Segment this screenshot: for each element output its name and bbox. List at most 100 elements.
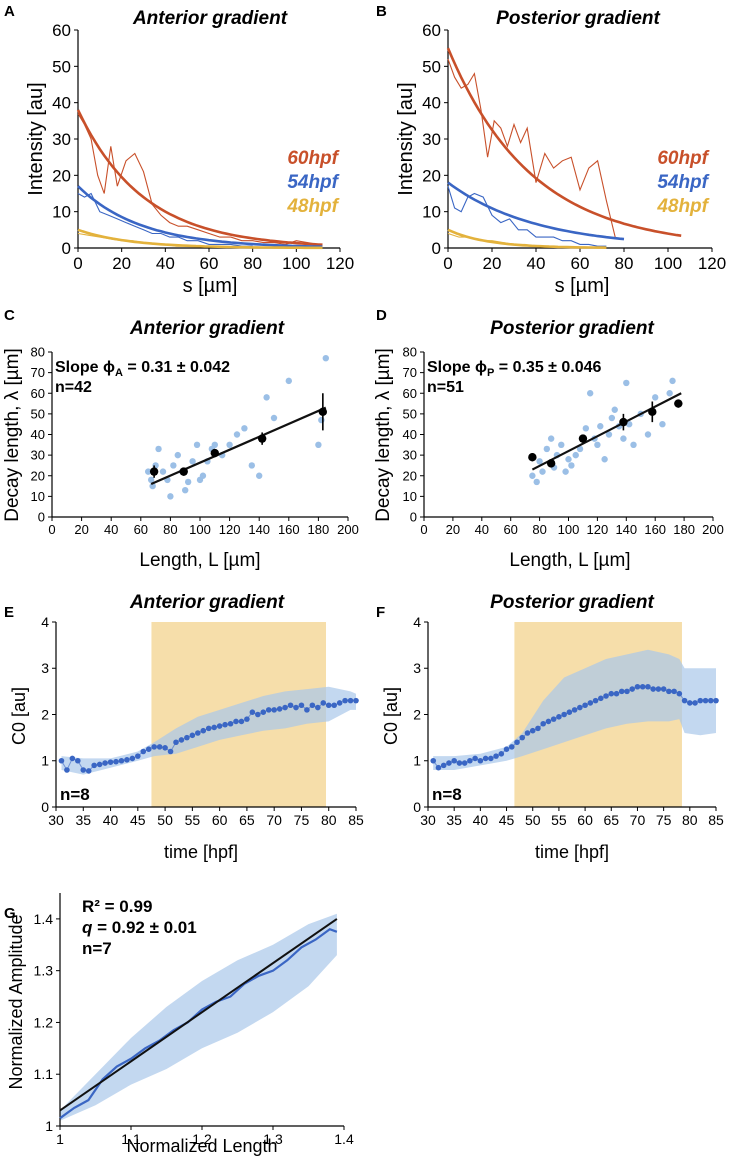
chart-f-point bbox=[493, 753, 499, 759]
chart-d-point bbox=[630, 441, 637, 449]
chart-f-point bbox=[435, 764, 442, 771]
chart-f-point bbox=[535, 725, 541, 732]
chart-e-point bbox=[80, 767, 87, 773]
chart-e-point bbox=[211, 724, 217, 731]
chart-f-point bbox=[566, 709, 573, 715]
chart-a-y-axis-label: Intensity [au] bbox=[25, 82, 47, 195]
chart-g-y-tick-label: 1.2 bbox=[34, 1014, 54, 1030]
chart-d-point bbox=[529, 472, 536, 479]
chart-e-y-tick-label: 1 bbox=[41, 753, 49, 769]
chart-e-point bbox=[167, 748, 174, 755]
chart-a-legend-54hpf: 54hpf bbox=[287, 172, 339, 193]
chart-e-point bbox=[135, 753, 141, 759]
chart-g-n-label: n=7 bbox=[82, 939, 112, 958]
chart-c: 0 20 40 60 80 100 120 140 160 180 200 0 10 20 30 40 50 60… bbox=[2, 318, 359, 571]
chart-c-point bbox=[233, 431, 241, 438]
chart-d-title: Posterior gradient bbox=[490, 318, 654, 339]
chart-a-legend-60hpf: 60hpf bbox=[287, 148, 339, 169]
chart-g-error-band bbox=[60, 913, 337, 1121]
chart-f-point bbox=[498, 751, 505, 757]
chart-a-profile-54hpf bbox=[77, 192, 253, 247]
chart-d-point bbox=[539, 468, 546, 475]
chart-e-point bbox=[309, 702, 316, 709]
chart-e-point bbox=[91, 762, 97, 769]
chart-g-y-tick-label: 1.4 bbox=[34, 911, 54, 927]
chart-c-y-tick-label: 70 bbox=[31, 365, 45, 380]
chart-e-point bbox=[64, 767, 70, 773]
chart-d-y-tick-label: 70 bbox=[403, 365, 417, 380]
chart-f-x-tick-label: 40 bbox=[473, 812, 489, 828]
chart-b-y-tick-label: 0 bbox=[432, 239, 441, 258]
chart-e-point bbox=[244, 716, 250, 722]
chart-d-point bbox=[586, 390, 594, 397]
chart-d-point bbox=[536, 458, 543, 465]
chart-d-point bbox=[572, 451, 579, 459]
chart-d-point bbox=[620, 435, 627, 442]
chart-g-q-symbol: q bbox=[82, 918, 93, 937]
chart-e-point bbox=[227, 720, 234, 727]
chart-f-point bbox=[488, 755, 494, 762]
chart-c-mean-point bbox=[179, 467, 188, 476]
chart-g-x-tick-label: 1.4 bbox=[334, 1131, 354, 1147]
chart-e-point bbox=[271, 707, 277, 713]
chart-d-point bbox=[644, 431, 652, 438]
chart-c-mean-point bbox=[318, 407, 328, 417]
chart-d-point bbox=[659, 420, 666, 428]
chart-e-point bbox=[173, 739, 179, 746]
chart-c-n-label: n=42 bbox=[55, 379, 92, 396]
chart-e-point bbox=[195, 730, 201, 736]
chart-b-y-axis-label: Intensity [au] bbox=[395, 82, 417, 195]
chart-g-y-axis-label: Normalized Amplitude bbox=[6, 914, 26, 1089]
chart-d-x-tick-label: 60 bbox=[503, 522, 517, 537]
chart-d-y-tick-label: 20 bbox=[403, 468, 417, 483]
chart-d-point bbox=[543, 445, 551, 453]
chart-d-mean-point bbox=[578, 434, 588, 443]
chart-e-point bbox=[347, 697, 354, 704]
chart-c-x-tick-label: 40 bbox=[104, 522, 118, 537]
chart-c-mean-point bbox=[149, 467, 159, 476]
chart-f-y-tick-label: 1 bbox=[413, 753, 421, 769]
chart-b-x-tick-label: 0 bbox=[443, 254, 452, 273]
panel-labels: A B C D E F G bbox=[4, 3, 387, 922]
chart-f-x-tick-label: 45 bbox=[499, 812, 515, 828]
chart-f-x-tick-label: 50 bbox=[525, 812, 541, 828]
chart-e-point bbox=[200, 727, 207, 734]
chart-d-point bbox=[611, 406, 618, 413]
chart-c-y-tick-label: 60 bbox=[31, 386, 45, 401]
chart-b-y-tick-label: 30 bbox=[422, 130, 441, 149]
chart-a: 0 20 40 60 80 100 120 0 10 20 30 40 50 60 s [µm] Intens… bbox=[25, 8, 354, 297]
chart-c-point bbox=[145, 468, 152, 475]
chart-d-y-tick-label: 80 bbox=[403, 345, 417, 360]
chart-d-x-tick-label: 180 bbox=[673, 522, 695, 537]
chart-e-point bbox=[331, 702, 337, 709]
chart-e-point bbox=[58, 757, 65, 764]
panel-label-c: C bbox=[4, 307, 15, 324]
chart-c-mean-point bbox=[257, 434, 267, 443]
chart-g: 1 1.1 1.2 1.3 1.4 1 1.1 1.2 1.3 1.4 Normalized Len… bbox=[6, 893, 354, 1156]
panel-label-g: G bbox=[4, 905, 16, 922]
chart-d-x-tick-label: 100 bbox=[558, 522, 580, 537]
chart-e-x-axis-label: time [hpf] bbox=[164, 842, 238, 862]
chart-f-point bbox=[666, 688, 672, 695]
chart-f-point bbox=[608, 690, 615, 697]
chart-e-y-axis-label: C0 [au] bbox=[9, 687, 29, 745]
chart-f-x-tick-label: 75 bbox=[656, 812, 672, 828]
chart-b-x-tick-label: 80 bbox=[615, 254, 634, 273]
chart-d-point bbox=[547, 435, 555, 442]
chart-f-x-tick-label: 80 bbox=[682, 812, 698, 828]
chart-f-y-tick-label: 3 bbox=[413, 660, 421, 676]
chart-d-y-tick-label: 40 bbox=[403, 427, 417, 442]
chart-f-point bbox=[671, 688, 677, 695]
chart-c-point bbox=[241, 425, 248, 432]
chart-f-x-tick-label: 30 bbox=[420, 812, 436, 828]
chart-c-point bbox=[149, 482, 156, 490]
chart-e-y-tick-label: 2 bbox=[41, 706, 49, 722]
chart-e-point bbox=[315, 704, 321, 711]
chart-d-x-tick-label: 200 bbox=[702, 522, 724, 537]
chart-c-y-axis-label: Decay length, λ [µm] bbox=[2, 348, 23, 522]
chart-g-fit-line bbox=[59, 918, 338, 1112]
chart-f-y-tick-label: 0 bbox=[413, 799, 421, 815]
chart-f-point bbox=[603, 693, 609, 699]
chart-a-x-tick-label: 20 bbox=[112, 254, 131, 273]
chart-f-point bbox=[571, 707, 578, 713]
